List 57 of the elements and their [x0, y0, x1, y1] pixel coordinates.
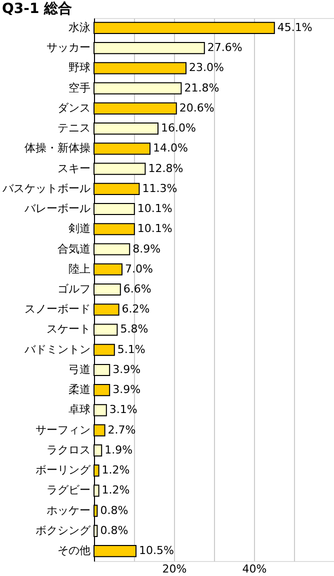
y-tick-label: 野球: [68, 61, 90, 74]
data-label: 0.8%: [100, 504, 128, 517]
data-label: 5.8%: [120, 322, 148, 336]
data-label: 20.6%: [179, 101, 214, 114]
y-tick-label: サーフィン: [36, 423, 90, 436]
y-tick-label: スキー: [58, 162, 90, 175]
data-label: 1.2%: [102, 484, 130, 497]
y-tick-label: スノーボード: [24, 302, 90, 316]
y-tick-label: ラクロス: [46, 443, 90, 456]
y-tick-label: スケート: [46, 322, 90, 336]
chart-title: Q3-1 総合: [2, 1, 72, 17]
data-label: 3.1%: [109, 403, 138, 416]
data-label: 0.8%: [100, 524, 128, 537]
data-label: 6.2%: [122, 302, 150, 316]
y-tick-label: ホッケー: [46, 504, 90, 517]
data-label: 11.3%: [142, 182, 178, 195]
y-tick-label: ゴルフ: [58, 282, 90, 296]
data-label: 8.9%: [132, 242, 161, 256]
data-label: 6.6%: [123, 282, 152, 296]
data-label: 7.0%: [125, 262, 153, 276]
y-tick-label: バドミントン: [24, 342, 90, 356]
data-label: 23.0%: [189, 61, 224, 74]
data-label: 10.1%: [137, 222, 172, 236]
y-tick-label: 柔道: [68, 383, 90, 396]
y-tick-label: 合気道: [58, 242, 90, 256]
y-tick-label: 体操・新体操: [24, 142, 90, 155]
y-tick-label: ダンス: [58, 101, 90, 114]
data-label: 2.7%: [108, 423, 136, 436]
data-label: 10.5%: [139, 544, 174, 558]
x-tick-label: 20%: [162, 562, 187, 576]
y-tick-label: 卓球: [68, 403, 90, 416]
y-tick-label: 水泳: [68, 20, 90, 34]
data-label: 45.1%: [277, 20, 312, 34]
y-tick-label: その他: [58, 544, 90, 558]
y-tick-label: 陸上: [68, 262, 90, 276]
y-tick-label: サッカー: [46, 41, 90, 54]
y-tick-label: ボクシング: [36, 524, 92, 537]
y-tick-label: バスケットボール: [2, 182, 90, 195]
data-label: 14.0%: [153, 142, 188, 155]
data-label: 10.1%: [137, 202, 172, 216]
x-tick-label: 40%: [242, 562, 267, 576]
y-tick-label: ラグビー: [46, 484, 90, 497]
data-label: 12.8%: [148, 162, 184, 175]
data-label: 5.1%: [117, 342, 146, 356]
y-tick-label: 弓道: [68, 362, 90, 376]
y-tick-label: バレーボール: [24, 202, 90, 216]
data-label: 3.9%: [112, 383, 141, 396]
y-tick-label: ボーリング: [36, 464, 92, 477]
y-tick-label: 剣道: [68, 222, 90, 236]
y-tick-label: 空手: [68, 81, 90, 94]
data-label: 3.9%: [112, 362, 141, 376]
data-label: 1.2%: [102, 464, 130, 477]
data-label: 1.9%: [104, 443, 133, 456]
data-label: 16.0%: [161, 122, 196, 135]
y-tick-label: テニス: [58, 122, 90, 135]
data-label: 21.8%: [184, 81, 220, 94]
data-label: 27.6%: [207, 41, 242, 54]
